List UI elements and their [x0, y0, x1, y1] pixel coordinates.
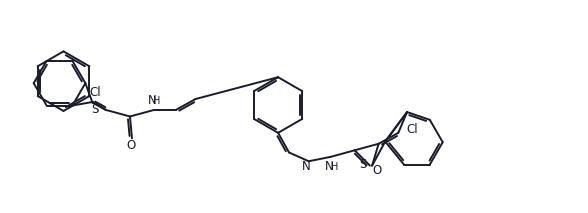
Text: H: H [331, 162, 338, 172]
Text: N: N [148, 95, 156, 108]
Text: S: S [359, 158, 367, 171]
Text: O: O [126, 139, 136, 152]
Text: Cl: Cl [89, 86, 101, 99]
Text: S: S [91, 103, 99, 116]
Text: O: O [372, 164, 382, 177]
Text: H: H [153, 96, 161, 106]
Text: N: N [325, 160, 334, 173]
Text: Cl: Cl [406, 123, 418, 136]
Text: N: N [302, 160, 311, 173]
